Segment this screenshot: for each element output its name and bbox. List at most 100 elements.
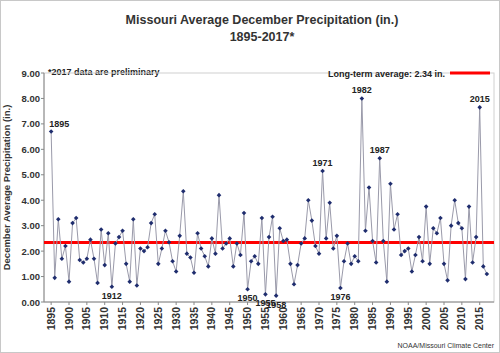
x-tick: [336, 302, 337, 305]
data-point: [185, 251, 190, 256]
data-point: [317, 251, 322, 256]
x-tick-label: 1945: [223, 307, 235, 331]
x-tick-label: 1935: [188, 307, 200, 331]
series-line: [51, 98, 487, 295]
data-point: [242, 211, 247, 216]
annotation: 1987: [370, 145, 390, 155]
data-point: [420, 259, 425, 264]
data-point: [335, 234, 340, 239]
x-tick-label: 1920: [134, 307, 146, 331]
x-tick: [479, 302, 480, 305]
data-point: [360, 96, 365, 101]
annotation: 1982: [352, 85, 372, 95]
data-point: [277, 226, 282, 231]
data-point: [342, 259, 347, 264]
data-point: [295, 263, 300, 268]
y-tick-label: 3.00: [22, 220, 41, 231]
data-point: [442, 262, 447, 267]
x-tick: [229, 302, 230, 305]
data-point: [410, 269, 415, 274]
data-point: [263, 292, 268, 297]
data-point: [177, 234, 182, 239]
data-point: [399, 253, 404, 258]
data-point: [167, 240, 172, 245]
data-point: [388, 181, 393, 186]
data-point: [367, 185, 372, 190]
x-tick-label: 2000: [420, 307, 432, 331]
data-point: [102, 263, 107, 268]
data-point: [235, 241, 240, 246]
data-point: [252, 254, 257, 259]
data-point: [163, 228, 168, 233]
x-tick: [390, 302, 391, 305]
data-point: [142, 249, 147, 254]
data-point: [174, 269, 179, 274]
x-tick-label: 1905: [80, 307, 92, 331]
y-tick: [41, 276, 44, 277]
y-tick-label: 1.00: [22, 271, 41, 282]
x-tick-label: 1940: [205, 307, 217, 331]
chart: Missouri Average December Precipitation …: [0, 0, 500, 353]
x-tick: [140, 302, 141, 305]
y-tick-label: 8.00: [22, 93, 41, 104]
data-point: [149, 221, 154, 226]
x-tick: [354, 302, 355, 305]
x-tick-label: 2015: [473, 307, 485, 331]
data-point: [402, 249, 407, 254]
x-tick: [461, 302, 462, 305]
x-tick-label: 1975: [330, 307, 342, 331]
x-tick-label: 1965: [295, 307, 307, 331]
data-point: [431, 226, 436, 231]
data-point: [192, 270, 197, 275]
data-point: [217, 193, 222, 198]
data-point: [227, 236, 232, 241]
note: *2017 data are preliminary: [48, 67, 160, 77]
x-tick: [211, 302, 212, 305]
x-tick-label: 1910: [98, 307, 110, 331]
legend-swatch: [450, 72, 490, 75]
data-point: [127, 279, 132, 284]
data-point: [145, 245, 150, 250]
data-point: [313, 244, 318, 249]
frame: [1, 1, 500, 353]
data-point: [156, 262, 161, 267]
x-tick: [426, 302, 427, 305]
x-tick-label: 1895: [45, 307, 57, 331]
x-tick: [408, 302, 409, 305]
data-point: [467, 204, 472, 209]
y-tick-label: 0.00: [22, 297, 41, 308]
annotation: 1976: [330, 292, 350, 302]
data-point: [377, 156, 382, 161]
x-tick-label: 1900: [63, 307, 75, 331]
data-point: [181, 189, 186, 194]
data-point: [117, 235, 122, 240]
data-point: [452, 198, 457, 203]
data-point: [170, 259, 175, 264]
data-point: [74, 216, 79, 221]
x-tick-label: 1955: [259, 307, 271, 331]
data-point: [363, 228, 368, 233]
data-point: [85, 256, 90, 261]
x-tick-label: 1985: [366, 307, 378, 331]
data-point: [210, 236, 215, 241]
data-point: [417, 235, 422, 240]
data-point: [370, 239, 375, 244]
x-tick-label: 1980: [348, 307, 360, 331]
data-point: [445, 278, 450, 283]
x-tick-label: 1930: [170, 307, 182, 331]
data-point: [424, 204, 429, 209]
x-tick: [444, 302, 445, 305]
data-point: [88, 237, 93, 242]
data-point: [460, 226, 465, 231]
data-point: [474, 235, 479, 240]
y-tick-label: 6.00: [22, 144, 41, 155]
data-point: [381, 239, 386, 244]
x-tick-label: 1970: [313, 307, 325, 331]
x-tick-label: 2005: [438, 307, 450, 331]
x-tick: [51, 302, 52, 305]
y-tick: [41, 98, 44, 99]
data-point: [274, 293, 279, 298]
data-point: [260, 216, 265, 221]
x-tick-label: 2010: [455, 307, 467, 331]
data-point: [206, 264, 211, 269]
